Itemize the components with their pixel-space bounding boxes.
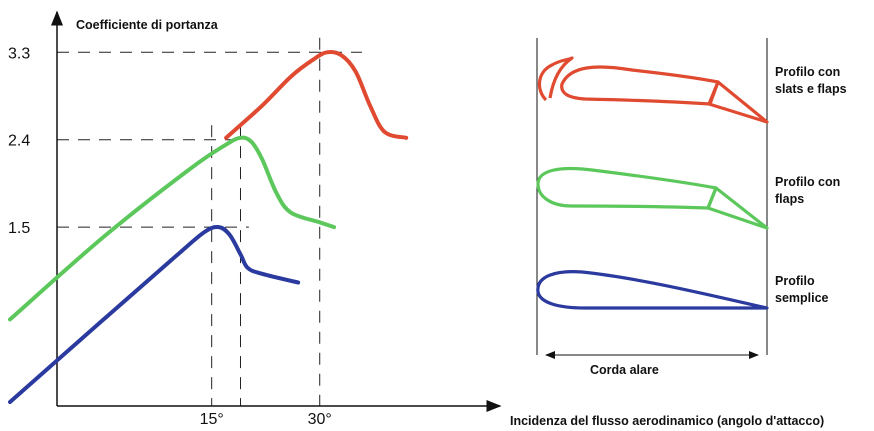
series-lines (8, 49, 409, 404)
legend-label-flaps: Profilo con flaps (775, 175, 840, 206)
x-axis-label: Incidenza del flusso aerodinamico (angol… (510, 414, 824, 428)
x-tick-labels: 15° 30° (200, 411, 332, 428)
legend: Profilo con slats e flaps Profilo con flaps… (775, 65, 847, 305)
y-tick-label-2: 3.3 (8, 45, 30, 62)
y-tick-label-0: 1.5 (8, 220, 30, 237)
airfoil-slats-flaps (537, 56, 769, 124)
flap-green (706, 186, 769, 230)
airfoil-flaps (536, 166, 769, 230)
main-wing-green (536, 166, 718, 210)
airfoil-panel: Profilo con slats e flaps Profilo con flaps… (536, 38, 847, 377)
series-line-slats-flaps (224, 49, 409, 140)
y-tick-label-1: 2.4 (8, 133, 30, 150)
y-tick-labels: 1.5 2.4 3.3 (8, 45, 30, 237)
x-tick-label-1: 30° (308, 411, 332, 428)
y-axis-label: Coefficiente di portanza (76, 18, 219, 32)
main-wing-red (560, 65, 720, 106)
legend-label-semplice: Profilo semplice (775, 274, 829, 305)
series-line-semplice (8, 224, 301, 404)
chord-label: Corda alare (590, 363, 659, 377)
series-line-flaps (8, 135, 337, 322)
slat-shape (537, 56, 574, 102)
airfoil-simple (536, 270, 769, 310)
reference-grid (57, 37, 362, 406)
x-tick-label-0: 15° (200, 411, 224, 428)
legend-label-slats-flaps: Profilo con slats e flaps (775, 65, 847, 96)
flap-red (707, 80, 769, 124)
